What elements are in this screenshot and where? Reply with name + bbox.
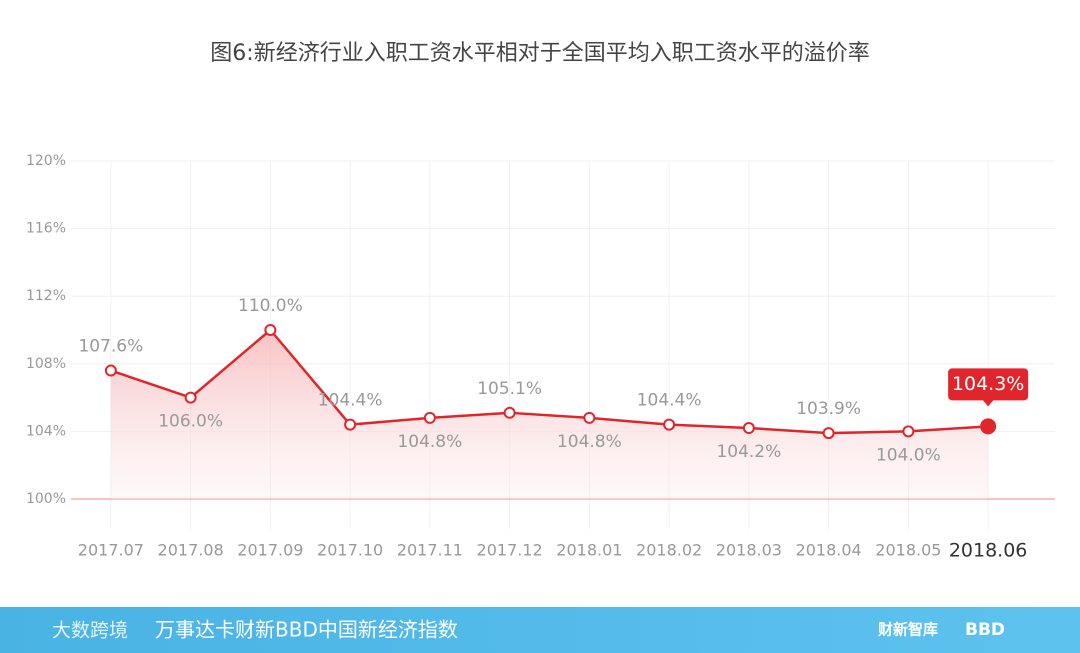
value-label: 104.8%	[557, 432, 622, 452]
value-label: 103.9%	[796, 399, 861, 419]
marker	[423, 411, 436, 424]
x-tick-label: 2018.02	[636, 541, 702, 560]
footer-text: 万事达卡财新BBD中国新经济指数	[155, 618, 458, 642]
x-tick-label: 2018.01	[556, 541, 622, 560]
y-tick-label: 116%	[26, 221, 66, 237]
marker	[742, 422, 755, 435]
marker-highlight	[980, 418, 997, 435]
footer-logo: 财新智库	[878, 621, 938, 639]
marker	[264, 324, 277, 336]
x-tick-label: 2018.05	[875, 541, 941, 560]
value-label: 104.2%	[716, 442, 781, 462]
marker	[503, 406, 516, 419]
y-tick-label: 100%	[26, 491, 66, 507]
y-tick-label: 120%	[26, 153, 66, 169]
x-tick-label: 2017.11	[397, 541, 463, 560]
marker	[104, 364, 117, 377]
value-label: 105.1%	[477, 379, 542, 399]
callout-pointer	[982, 399, 995, 407]
y-tick-label: 108%	[26, 356, 66, 372]
footer-logo: BBD	[965, 620, 1005, 640]
value-label: 104.4%	[318, 391, 383, 411]
value-label: 107.6%	[78, 337, 143, 357]
x-tick-label: 2018.06	[949, 540, 1028, 562]
footer-bar	[0, 607, 1080, 653]
plot: 100% 104% 108% 112% 116% 120% 107.6% 106.0% 110.…	[26, 153, 1055, 562]
value-label: 106.0%	[158, 412, 223, 432]
marker	[822, 427, 835, 440]
x-tick-label: 2017.10	[317, 541, 383, 560]
value-label: 110.0%	[238, 296, 303, 316]
x-tick-label: 2018.04	[796, 541, 862, 560]
marker	[344, 418, 357, 431]
footer-logo: 大数跨境	[52, 620, 128, 642]
value-label: 104.4%	[637, 391, 702, 411]
x-tick-label: 2017.09	[237, 541, 303, 560]
x-tick-label: 2017.08	[158, 541, 224, 560]
callout-box	[948, 368, 1029, 401]
marker	[663, 418, 676, 431]
line	[110, 328, 989, 435]
marker	[184, 391, 197, 404]
value-label: 104.3%	[952, 373, 1024, 395]
value-label: 104.0%	[876, 445, 941, 465]
x-tick-label: 2018.03	[716, 541, 782, 560]
x-tick-label: 2017.12	[477, 541, 543, 560]
x-tick-label: 2017.07	[78, 541, 144, 560]
y-tick-label: 104%	[26, 423, 66, 439]
area	[110, 330, 989, 499]
y-tick-label: 112%	[26, 288, 66, 304]
value-label: 104.8%	[397, 432, 462, 452]
chart-title: 图6:新经济行业入职工资水平相对于全国平均入职工资水平的溢价率	[210, 41, 869, 66]
marker	[902, 425, 915, 438]
marker	[583, 411, 596, 424]
